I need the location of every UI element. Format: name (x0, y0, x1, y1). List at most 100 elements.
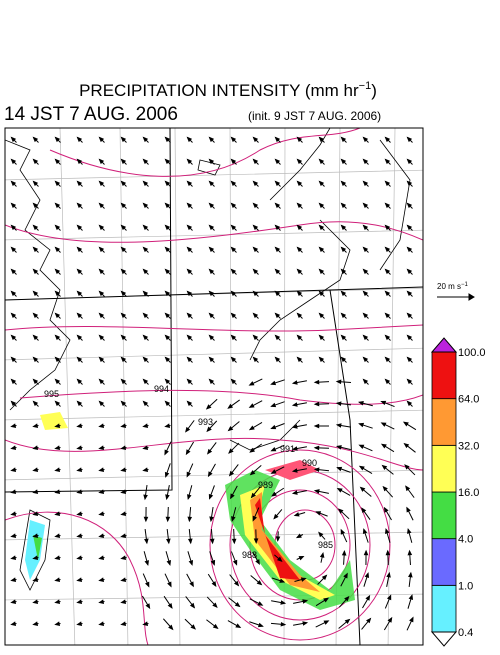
wind-arrow-head (12, 534, 16, 537)
wind-arrow-head (34, 490, 38, 493)
wind-arrow-head (166, 517, 169, 521)
wind-arrow-head (337, 380, 341, 383)
wind-arrow-head (56, 556, 60, 559)
wind-arrow-head (122, 424, 126, 427)
wind-arrow-head (188, 495, 191, 499)
wind-arrow-head (382, 423, 386, 426)
wind-arrow-head (56, 622, 60, 625)
wind-arrow-head (295, 513, 299, 516)
vector-legend-sup: −1 (461, 282, 469, 288)
wind-arrow-head (100, 512, 104, 515)
isobar-label: 995 (44, 389, 59, 399)
wind-arrow-head (144, 468, 148, 471)
title: PRECIPITATION INTENSITY (mm hr−1) (79, 80, 377, 100)
wind-arrow-head (12, 490, 16, 493)
vector-legend-arrow (437, 294, 474, 300)
wind-arrow-head (409, 595, 412, 599)
wind-arrow-head (34, 468, 38, 471)
wind-arrow-head (363, 529, 366, 533)
wind-arrow-head (386, 551, 389, 555)
wind-arrow-head (166, 424, 170, 427)
wind-arrow-head (100, 622, 104, 625)
isobar-label: 993 (198, 417, 213, 427)
wind-arrow-head (168, 582, 171, 586)
wind-arrow-head (321, 553, 324, 557)
wind-arrow-head (100, 468, 104, 471)
wind-arrow-head (233, 539, 236, 543)
isobar-label: 994 (154, 384, 169, 394)
wind-arrow-head (259, 624, 263, 627)
wind-arrow-head (56, 578, 60, 581)
wind-arrow-head (78, 578, 82, 581)
wind-arrow-head (122, 468, 126, 471)
wind-arrow-head (12, 578, 16, 581)
wind-arrow-head (12, 446, 16, 449)
wind-arrow-head (78, 424, 82, 427)
wind-arrow-head (122, 578, 126, 581)
wind-arrow-head (360, 466, 364, 469)
wind-arrow-head (271, 426, 275, 429)
colorbar-segment (432, 399, 456, 446)
wind-arrow-head (167, 561, 170, 565)
wind-arrow-head (34, 446, 38, 449)
wind-arrow-head (12, 556, 16, 559)
wind-arrow-head (407, 508, 410, 512)
wind-arrow-head (12, 622, 16, 625)
wind-arrow-head (34, 578, 38, 581)
wind-arrow-head (78, 446, 82, 449)
vector-legend-label: 20 m s−1 (437, 282, 469, 291)
colorbar-segment (432, 539, 456, 586)
wind-arrow-head (271, 382, 275, 385)
wind-arrow-head (189, 539, 192, 543)
wind-arrow-head (272, 448, 276, 451)
wind-arrow-head (212, 582, 215, 586)
wind-arrow-head (78, 468, 82, 471)
wind-arrow-head (343, 551, 346, 555)
wind-arrow-head (276, 537, 279, 541)
wind-arrow-head (167, 539, 170, 543)
wind-arrow-head (78, 622, 82, 625)
wind-arrow-head (388, 596, 391, 600)
wind-arrow-head (315, 424, 319, 427)
wind-arrow-head (388, 618, 391, 622)
colorbar-segment (432, 352, 456, 399)
wind-arrow-head (146, 604, 149, 608)
wind-arrow-head (12, 512, 16, 515)
wind-arrow-head (209, 472, 212, 476)
wind-arrow-head (384, 508, 387, 512)
wind-arrow-head (100, 556, 104, 559)
colorbar-under (432, 632, 456, 646)
isobar-label: 985 (318, 540, 333, 550)
wind-arrow-head (410, 618, 413, 622)
isobar-label: 990 (302, 458, 317, 468)
wind-arrow-head (293, 425, 297, 428)
colorbar-label: 1.0 (458, 580, 473, 592)
colorbar-segment (432, 585, 456, 632)
wind-arrow-head (256, 560, 259, 564)
wind-arrow-head (364, 551, 367, 555)
wind-arrow-head (209, 495, 212, 499)
colorbar-label: 100.0 (458, 347, 486, 359)
wind-arrow-head (324, 621, 328, 624)
wind-arrow-head (293, 381, 297, 384)
wind-arrow-head (360, 445, 364, 448)
wind-arrow-head (386, 529, 389, 533)
wind-arrow-head (250, 426, 254, 429)
wind-arrow-head (145, 539, 148, 543)
wind-arrow-head (190, 582, 193, 586)
wind-arrow-head (100, 534, 104, 537)
wind-arrow-head (409, 573, 412, 577)
wind-arrow-head (100, 446, 104, 449)
wind-arrow-head (190, 561, 193, 565)
coastline (5, 128, 410, 590)
wind-arrow-head (122, 534, 126, 537)
isobar-label: 988 (242, 550, 257, 560)
wind-arrow-head (34, 622, 38, 625)
wind-arrow-head (258, 602, 262, 605)
wind-arrow-head (144, 424, 148, 427)
wind-arrow-head (165, 450, 168, 454)
vector-legend-text: 20 m s (437, 282, 461, 291)
wind-arrow-head (366, 596, 369, 600)
